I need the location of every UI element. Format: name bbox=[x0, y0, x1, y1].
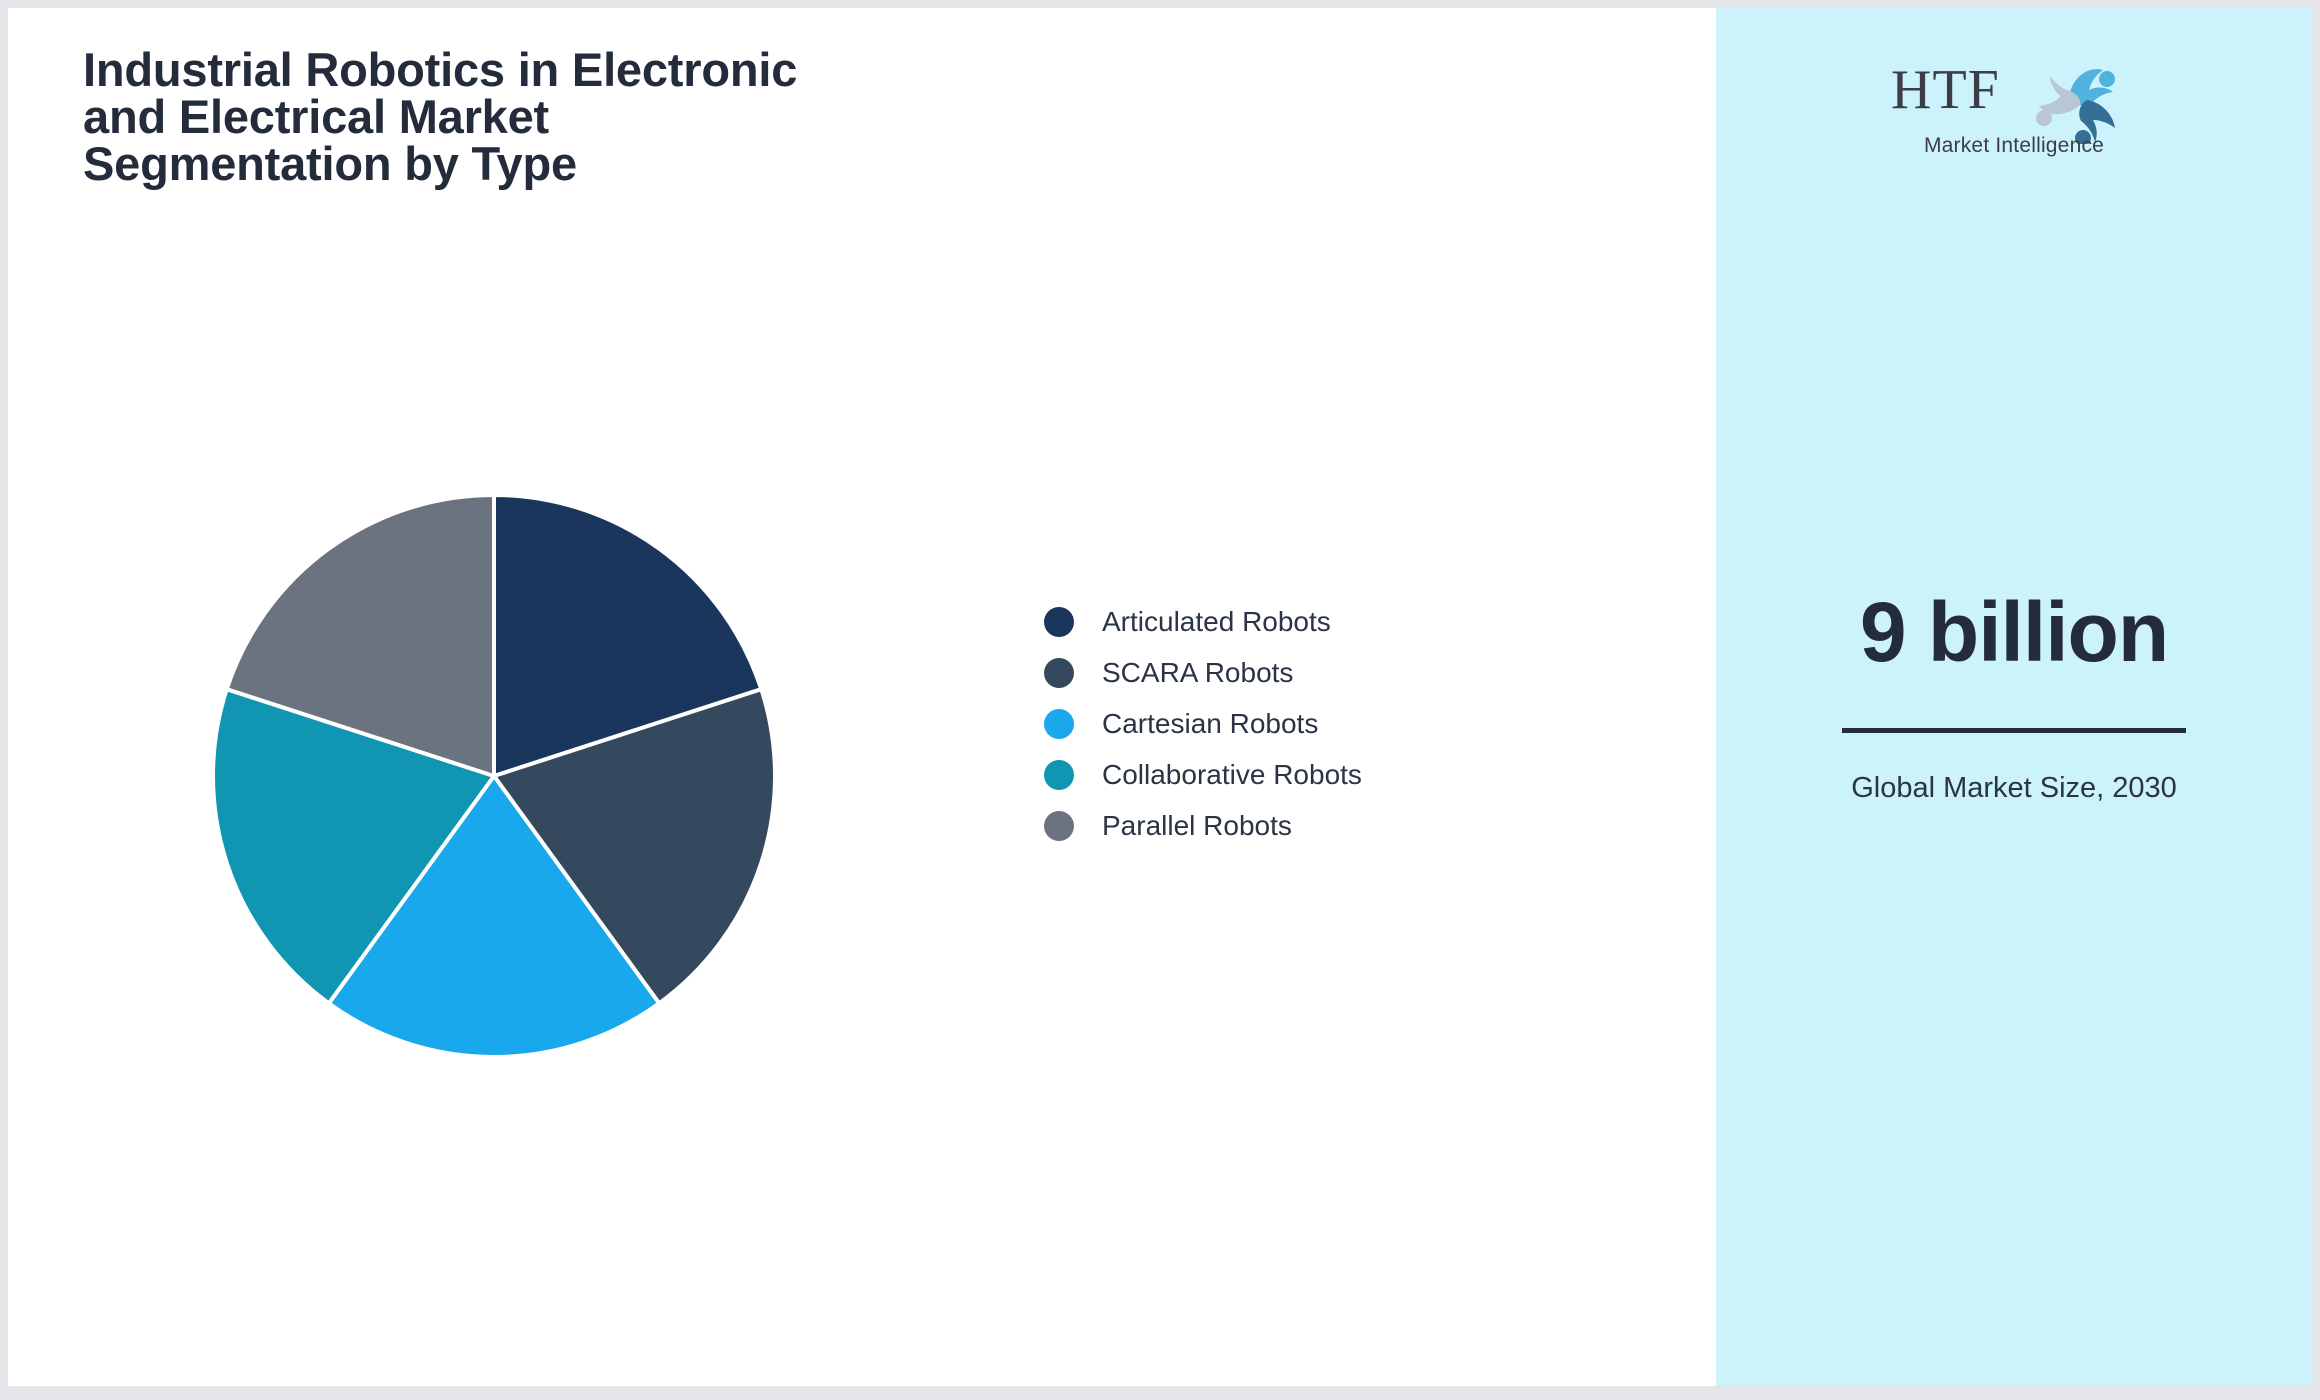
logo-tagline: Market Intelligence bbox=[1923, 134, 2105, 157]
pie-slice-parallel-robots bbox=[224, 493, 496, 778]
legend-item-label: Cartesian Robots bbox=[1102, 707, 1319, 739]
legend-color-swatch-icon bbox=[1044, 708, 1074, 739]
legend-item: SCARA Robots bbox=[1044, 647, 1604, 698]
legend-item-label: Articulated Robots bbox=[1102, 605, 1331, 637]
brand-logo: HTF Market Intelligence bbox=[1716, 56, 2312, 166]
pie-slice-scara-robots bbox=[492, 687, 777, 1006]
pie-chart-svg bbox=[211, 493, 777, 1059]
pie-slice-collaborative-robots bbox=[211, 687, 496, 1006]
pie-slice-articulated-robots bbox=[492, 493, 764, 778]
pie-slice-group bbox=[211, 493, 777, 1059]
page-title: Industrial Robotics in Electronic and El… bbox=[83, 43, 798, 190]
stat-divider bbox=[1842, 728, 2186, 734]
pie-slice-cartesian-robots bbox=[326, 774, 662, 1059]
stat-value: 9 billion bbox=[1859, 585, 2169, 679]
legend-item: Articulated Robots bbox=[1044, 596, 1604, 647]
logo-wordmark: HTF bbox=[1891, 59, 2000, 121]
infographic-canvas: Industrial Robotics in Electronic and El… bbox=[8, 8, 2312, 1386]
legend-color-swatch-icon bbox=[1044, 657, 1074, 688]
legend-color-swatch-icon bbox=[1044, 759, 1074, 790]
stat-block: 9 billion Global Market Size, 2030 bbox=[1716, 588, 2312, 807]
main-content-area: Industrial Robotics in Electronic and El… bbox=[8, 8, 1716, 1386]
pie-chart bbox=[204, 486, 784, 1066]
legend-color-swatch-icon bbox=[1044, 606, 1074, 637]
legend-item: Cartesian Robots bbox=[1044, 698, 1604, 749]
side-panel: HTF Market Intelligence bbox=[1716, 8, 2312, 1386]
three-figures-triskelion-icon bbox=[2036, 69, 2115, 144]
legend-color-swatch-icon bbox=[1044, 810, 1074, 841]
legend-item-label: SCARA Robots bbox=[1102, 656, 1294, 688]
chart-legend: Articulated Robots SCARA Robots Cartesian … bbox=[1044, 596, 1604, 851]
stat-caption: Global Market Size, 2030 bbox=[1851, 772, 2177, 805]
legend-item-label: Parallel Robots bbox=[1102, 809, 1292, 841]
legend-item-label: Collaborative Robots bbox=[1102, 758, 1362, 790]
legend-item: Collaborative Robots bbox=[1044, 749, 1604, 800]
legend-item: Parallel Robots bbox=[1044, 800, 1604, 851]
